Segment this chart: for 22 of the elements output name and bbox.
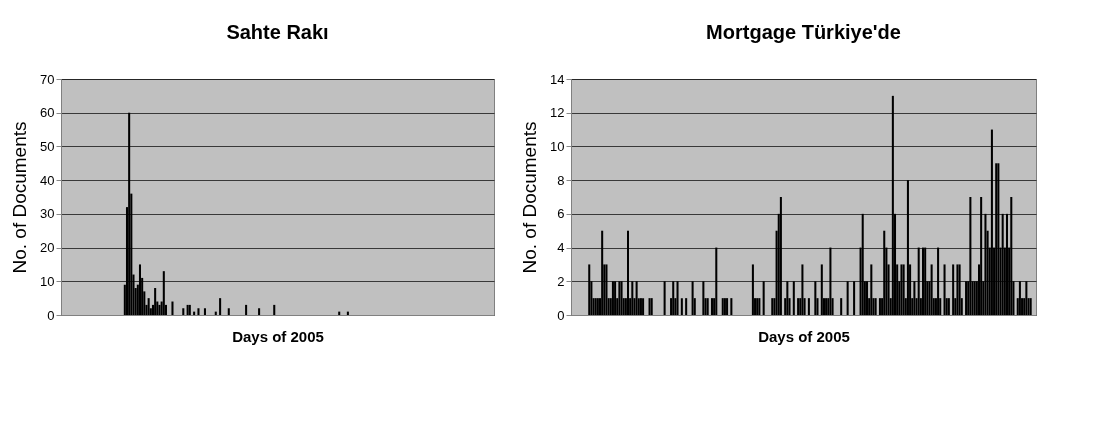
- y-tick-label: 10: [40, 273, 55, 289]
- x-axis-title: Days of 2005: [758, 327, 850, 345]
- chart-title: Mortgage Türkiye'de: [706, 21, 901, 43]
- y-tick-label: 12: [550, 105, 565, 121]
- y-tick-label: 10: [550, 138, 565, 154]
- y-tick-label: 50: [40, 138, 55, 154]
- y-tick-label: 30: [40, 206, 55, 222]
- y-tick-label: 6: [557, 206, 565, 222]
- y-tick-label: 4: [557, 240, 565, 256]
- y-tick-label: 60: [40, 105, 55, 121]
- y-tick-label: 70: [40, 71, 55, 87]
- y-tick-label: 2: [557, 273, 565, 289]
- y-tick-label: 14: [550, 71, 565, 87]
- y-tick-label: 0: [47, 307, 55, 323]
- y-tick-label: 20: [40, 240, 55, 256]
- y-axis-title: No. of Documents: [519, 121, 541, 274]
- y-tick-label: 40: [40, 172, 55, 188]
- x-axis-title: Days of 2005: [232, 327, 324, 345]
- y-axis-title: No. of Documents: [9, 121, 31, 274]
- chart-title: Sahte Rakı: [226, 21, 329, 43]
- y-tick-label: 8: [557, 172, 565, 188]
- y-tick-label: 0: [557, 307, 565, 323]
